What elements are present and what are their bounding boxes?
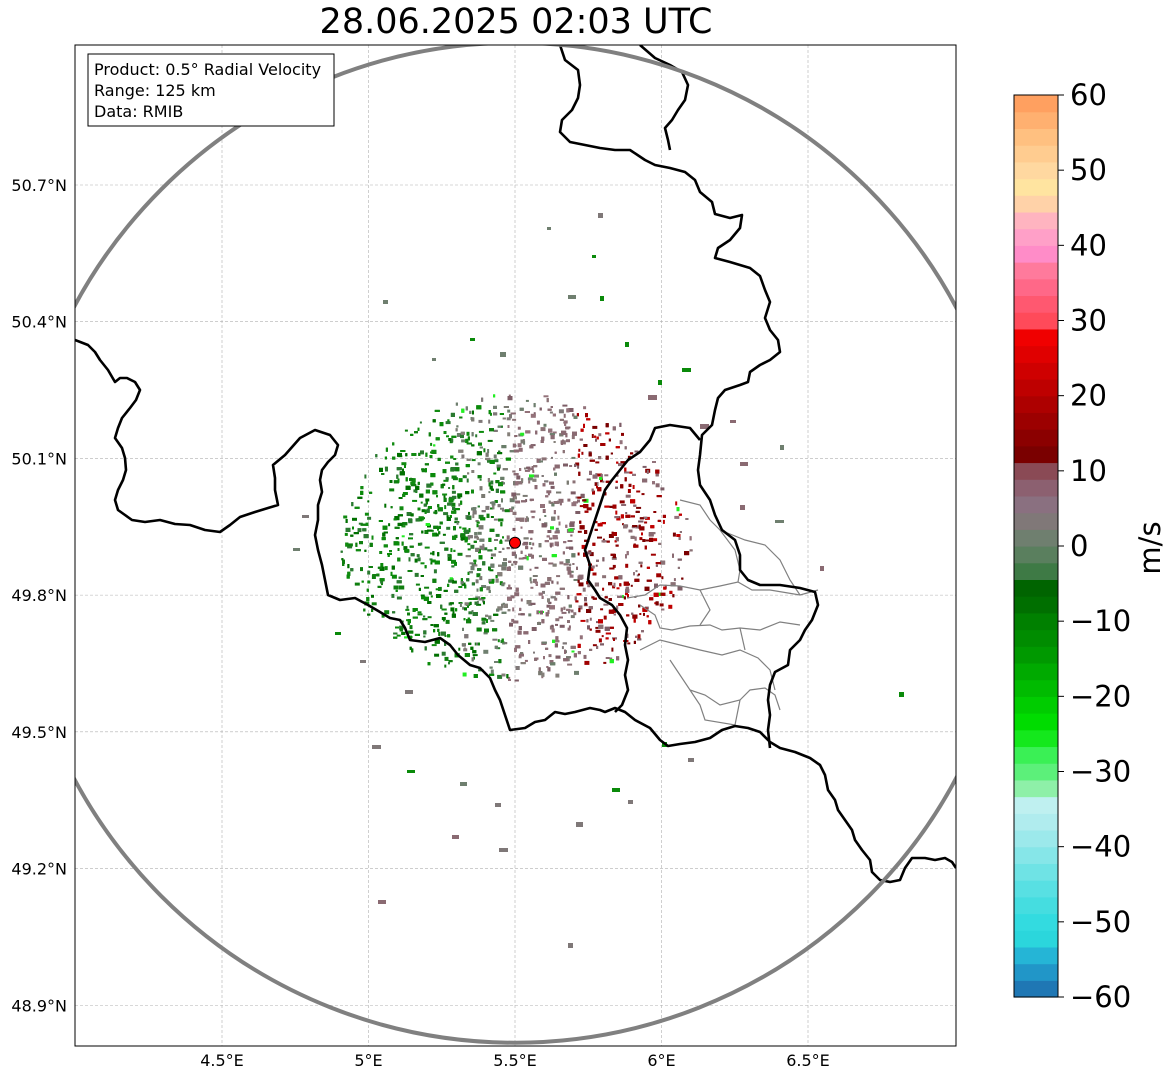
colorbar-tick-label: −20 (1070, 679, 1131, 713)
lon-tick-label: 5°E (354, 1051, 382, 1070)
colorbar-tick-label: −30 (1070, 755, 1131, 789)
country-borders (75, 45, 956, 884)
colorbar-segment (1014, 228, 1058, 246)
range-ring (75, 45, 956, 1045)
lat-tick-label: 50.4°N (11, 313, 67, 332)
colorbar-segment (1014, 195, 1058, 213)
colorbar-segment (1014, 278, 1058, 297)
colorbar-segment (1014, 128, 1058, 146)
velocity-echoes (293, 213, 904, 948)
colorbar-segment (1014, 262, 1058, 280)
lon-tick-label: 4.5°E (200, 1051, 244, 1070)
colorbar-tick-label: 50 (1070, 153, 1107, 187)
lat-tick-label: 48.9°N (11, 996, 67, 1015)
lat-tick-label: 49.2°N (11, 860, 67, 879)
colorbar-segment (1014, 462, 1058, 480)
colorbar-segment (1014, 345, 1058, 363)
colorbar-tick-label: −10 (1070, 604, 1131, 638)
colorbar-tick-label: −50 (1070, 905, 1131, 939)
colorbar-segment (1014, 429, 1058, 447)
colorbar-segment (1014, 178, 1058, 196)
colorbar-segment (1014, 295, 1058, 313)
colorbar-segment (1014, 863, 1058, 881)
colorbar-segment (1014, 362, 1058, 380)
colorbar-segment (1014, 579, 1058, 597)
colorbar-segment (1014, 328, 1058, 347)
colorbar-segment (1014, 813, 1058, 831)
colorbar-segment (1014, 211, 1058, 230)
colorbar-segment (1014, 445, 1058, 464)
colorbar-segment (1014, 662, 1058, 681)
colorbar-tick-label: 60 (1070, 78, 1107, 112)
colorbar-segment (1014, 111, 1058, 130)
axis-tick-labels: 4.5°E 5°E 5.5°E 6°E 6.5°E 50.7°N 50.4°N 50.1°N 4… (11, 176, 829, 1070)
gridlines (75, 45, 956, 1046)
colorbar-segment (1014, 896, 1058, 915)
colorbar-segment (1014, 395, 1058, 413)
colorbar-segment (1014, 412, 1058, 430)
colorbar-segment (1014, 646, 1058, 664)
colorbar-segment (1014, 779, 1058, 798)
lon-tick-label: 5.5°E (493, 1051, 537, 1070)
colorbar-segment (1014, 161, 1058, 180)
colorbar-segment (1014, 529, 1058, 547)
colorbar-segment (1014, 963, 1058, 981)
colorbar-segment (1014, 713, 1058, 731)
colorbar-tick-label: 40 (1070, 228, 1107, 262)
colorbar-segment (1014, 880, 1058, 898)
lon-tick-label: 6°E (647, 1051, 675, 1070)
colorbar-tick-label: 0 (1070, 529, 1088, 563)
colorbar-segment (1014, 930, 1058, 948)
lat-tick-label: 49.8°N (11, 586, 67, 605)
colorbar-segment (1014, 629, 1058, 647)
info-range: Range: 125 km (94, 81, 216, 100)
colorbar-segment (1014, 479, 1058, 497)
colorbar-segment (1014, 729, 1058, 748)
colorbar-segment (1014, 596, 1058, 614)
map-frame (74, 44, 957, 1047)
lat-tick-label: 49.5°N (11, 723, 67, 742)
colorbar-segment (1014, 763, 1058, 781)
colorbar-tick-label: 10 (1070, 454, 1107, 488)
info-box: Product: 0.5° Radial Velocity Range: 125… (87, 53, 335, 127)
colorbar-label: m/s (1133, 521, 1167, 574)
colorbar-segment (1014, 95, 1058, 113)
colorbar-segment (1014, 312, 1058, 330)
colorbar-segment (1014, 378, 1058, 397)
colorbar-tick-label: 30 (1070, 304, 1107, 338)
info-product: Product: 0.5° Radial Velocity (94, 60, 321, 79)
colorbar: 60 50 40 30 20 10 0 −10 −20 −30 −40 −50 −60 m/s (1013, 78, 1167, 1014)
colorbar-segment (1014, 612, 1058, 631)
colorbar-segment (1014, 512, 1058, 530)
lon-tick-label: 6.5°E (786, 1051, 830, 1070)
map-title: 28.06.2025 02:03 UTC (319, 2, 713, 42)
colorbar-segment (1014, 746, 1058, 764)
colorbar-segment (1014, 846, 1058, 864)
colorbar-tick-label: −40 (1070, 830, 1131, 864)
colorbar-segment (1014, 546, 1058, 564)
colorbar-segment (1014, 946, 1058, 965)
colorbar-segment (1014, 913, 1058, 931)
colorbar-segment (1014, 495, 1058, 514)
radar-site-marker (509, 536, 521, 549)
colorbar-segment (1014, 679, 1058, 697)
lat-tick-label: 50.1°N (11, 449, 67, 468)
colorbar-tick-label: 20 (1070, 379, 1107, 413)
colorbar-tick-label: −60 (1070, 980, 1131, 1014)
colorbar-segment (1014, 562, 1058, 581)
colorbar-segment (1014, 145, 1058, 163)
colorbar-segment (1014, 696, 1058, 714)
colorbar-segment (1014, 829, 1058, 848)
colorbar-segment (1014, 796, 1058, 814)
colorbar-segment (1014, 980, 1058, 998)
lat-tick-label: 50.7°N (11, 176, 67, 195)
colorbar-segment (1014, 245, 1058, 263)
info-data: Data: RMIB (94, 102, 183, 121)
